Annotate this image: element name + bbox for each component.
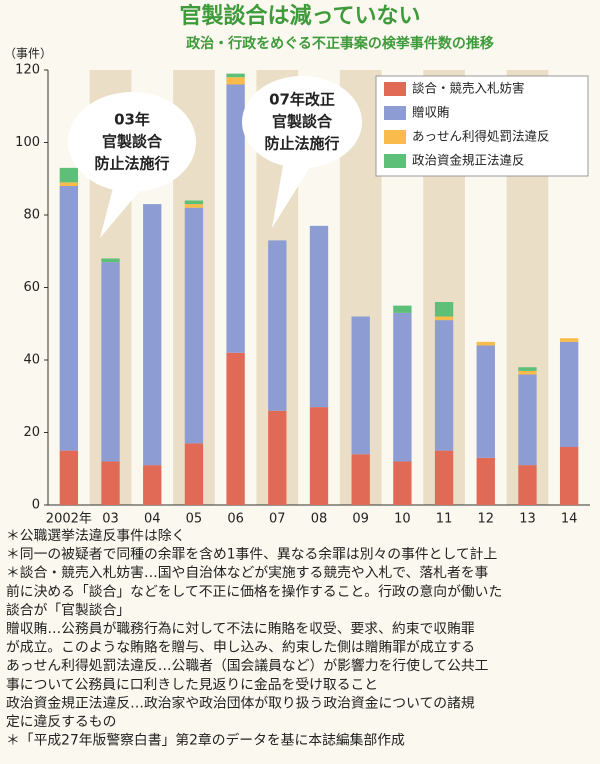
- y-tick-label: 20: [23, 425, 40, 440]
- note: が成立。このような賄賂を贈与、申し込み、約束した側は贈賄罪が成立する: [6, 640, 475, 656]
- y-axis-label: （事件）: [4, 47, 52, 61]
- x-tick-label: 08: [311, 512, 328, 527]
- bar-segment: [59, 167, 79, 183]
- x-tick-label: 2002年: [46, 512, 92, 527]
- y-tick-label: 40: [23, 353, 40, 368]
- y-tick-label: 80: [23, 208, 40, 223]
- legend-swatch: [384, 106, 406, 120]
- note: ＊公職選挙法違反事件は除く: [6, 528, 185, 544]
- bar-segment: [434, 450, 454, 505]
- bar-segment: [393, 305, 412, 313]
- bar-segment: [226, 77, 245, 85]
- x-tick-label: 07: [269, 512, 286, 527]
- bar-segment: [268, 240, 287, 411]
- note: 定に違反するもの: [6, 714, 116, 730]
- bar-segment: [309, 407, 329, 505]
- bar-segment: [101, 262, 120, 462]
- x-tick-label: 10: [394, 512, 411, 527]
- bar-segment: [518, 374, 537, 466]
- y-tick-label: 100: [15, 135, 40, 150]
- bar-segment: [351, 316, 370, 455]
- x-tick-label: 13: [519, 512, 536, 527]
- callout: [68, 92, 196, 192]
- bar-segment: [434, 320, 454, 451]
- legend-swatch: [384, 154, 406, 168]
- y-tick-label: 0: [32, 498, 40, 513]
- callout-tail: [100, 184, 142, 238]
- bar-segment: [184, 443, 204, 505]
- bar-segment: [309, 225, 329, 408]
- bar-segment: [559, 447, 579, 505]
- bar-segment: [226, 84, 245, 353]
- bar-segment: [559, 341, 579, 447]
- legend-label: あっせん利得処罰法違反: [412, 129, 550, 144]
- legend-swatch: [384, 82, 406, 96]
- bar-segment: [143, 204, 162, 466]
- callout-text: 防止法施行: [94, 155, 169, 173]
- bar-segment: [393, 312, 412, 462]
- bar-segment: [476, 341, 495, 346]
- bar-segment: [518, 370, 537, 375]
- x-tick-label: 12: [477, 512, 494, 527]
- legend-swatch: [384, 130, 406, 144]
- bar-segment: [101, 461, 120, 505]
- note: あっせん利得処罰法違反…公職者（国会議員など）が影響力を行使して公共工: [6, 657, 489, 674]
- bar-segment: [476, 345, 495, 458]
- bar-segment: [393, 461, 412, 505]
- bar-segment: [184, 200, 204, 205]
- note: 贈収賄…公務員が職務行為に対して不法に賄賂を収受、要求、約束で収賄罪: [6, 621, 475, 637]
- bar-segment: [59, 186, 79, 451]
- bar-segment: [184, 207, 204, 444]
- bar-segment: [518, 465, 537, 505]
- x-tick-label: 04: [144, 512, 161, 527]
- legend-box: [375, 75, 589, 177]
- note: ＊談合・競売入札妨害…国や自治体などが実施する競売や入札で、落札者を事: [6, 565, 489, 581]
- x-tick-label: 14: [561, 512, 578, 527]
- callout: [242, 76, 362, 168]
- callout-text: 07年改正: [269, 91, 335, 109]
- bar-segment: [59, 450, 79, 505]
- callout-text: 防止法施行: [264, 135, 339, 153]
- bar-segment: [476, 457, 495, 505]
- y-tick-label: 120: [15, 63, 40, 78]
- legend-label: 政治資金規正法違反: [412, 153, 525, 168]
- bar-segment: [184, 204, 204, 208]
- bar-segment: [518, 367, 537, 371]
- bar-segment: [143, 465, 162, 505]
- note: 前に決める「談合」などをして不正に価格を操作すること。行政の意向が働いた: [6, 583, 502, 600]
- bar-segment: [268, 410, 287, 505]
- y-tick-label: 60: [23, 280, 40, 295]
- callout-tail: [272, 160, 312, 228]
- x-tick-label: 03: [102, 512, 119, 527]
- callout-text: 官製談合: [102, 133, 163, 151]
- legend-label: 談合・競売入札妨害: [412, 81, 525, 96]
- note: ＊「平成27年版警察白書」第2章のデータを基に本誌編集部作成: [6, 732, 405, 749]
- bar-segment: [559, 338, 579, 342]
- bar-segment: [101, 258, 120, 263]
- x-tick-label: 09: [352, 512, 369, 527]
- x-tick-label: 11: [436, 512, 453, 527]
- callout-text: 官製談合: [272, 113, 333, 131]
- note: 談合が「官製談合」: [6, 602, 130, 618]
- x-tick-label: 06: [227, 512, 244, 527]
- bar-segment: [59, 182, 79, 186]
- bar-segment: [434, 302, 454, 317]
- bar-segment: [351, 454, 370, 505]
- note: 政治資金規正法違反…政治家や政治団体が取り扱う政治資金についての諸規: [6, 694, 475, 711]
- x-tick-label: 05: [186, 512, 203, 527]
- note: ＊同一の被疑者で同種の余罪を含め1事件、異なる余罪は別々の事件として計上: [6, 546, 497, 563]
- chart-subtitle: 政治・行政をめぐる不正事案の検挙事件数の推移: [186, 35, 494, 52]
- bar-segment: [226, 352, 245, 505]
- note: 事について公務員に口利きした見返りに金品を受け取ること: [6, 677, 378, 693]
- callout-text: 03年: [114, 111, 150, 129]
- chart-title: 官製談合は減っていない: [180, 3, 421, 29]
- bar-segment: [434, 316, 454, 321]
- legend-label: 贈収賄: [412, 105, 450, 120]
- bar-segment: [226, 73, 245, 78]
